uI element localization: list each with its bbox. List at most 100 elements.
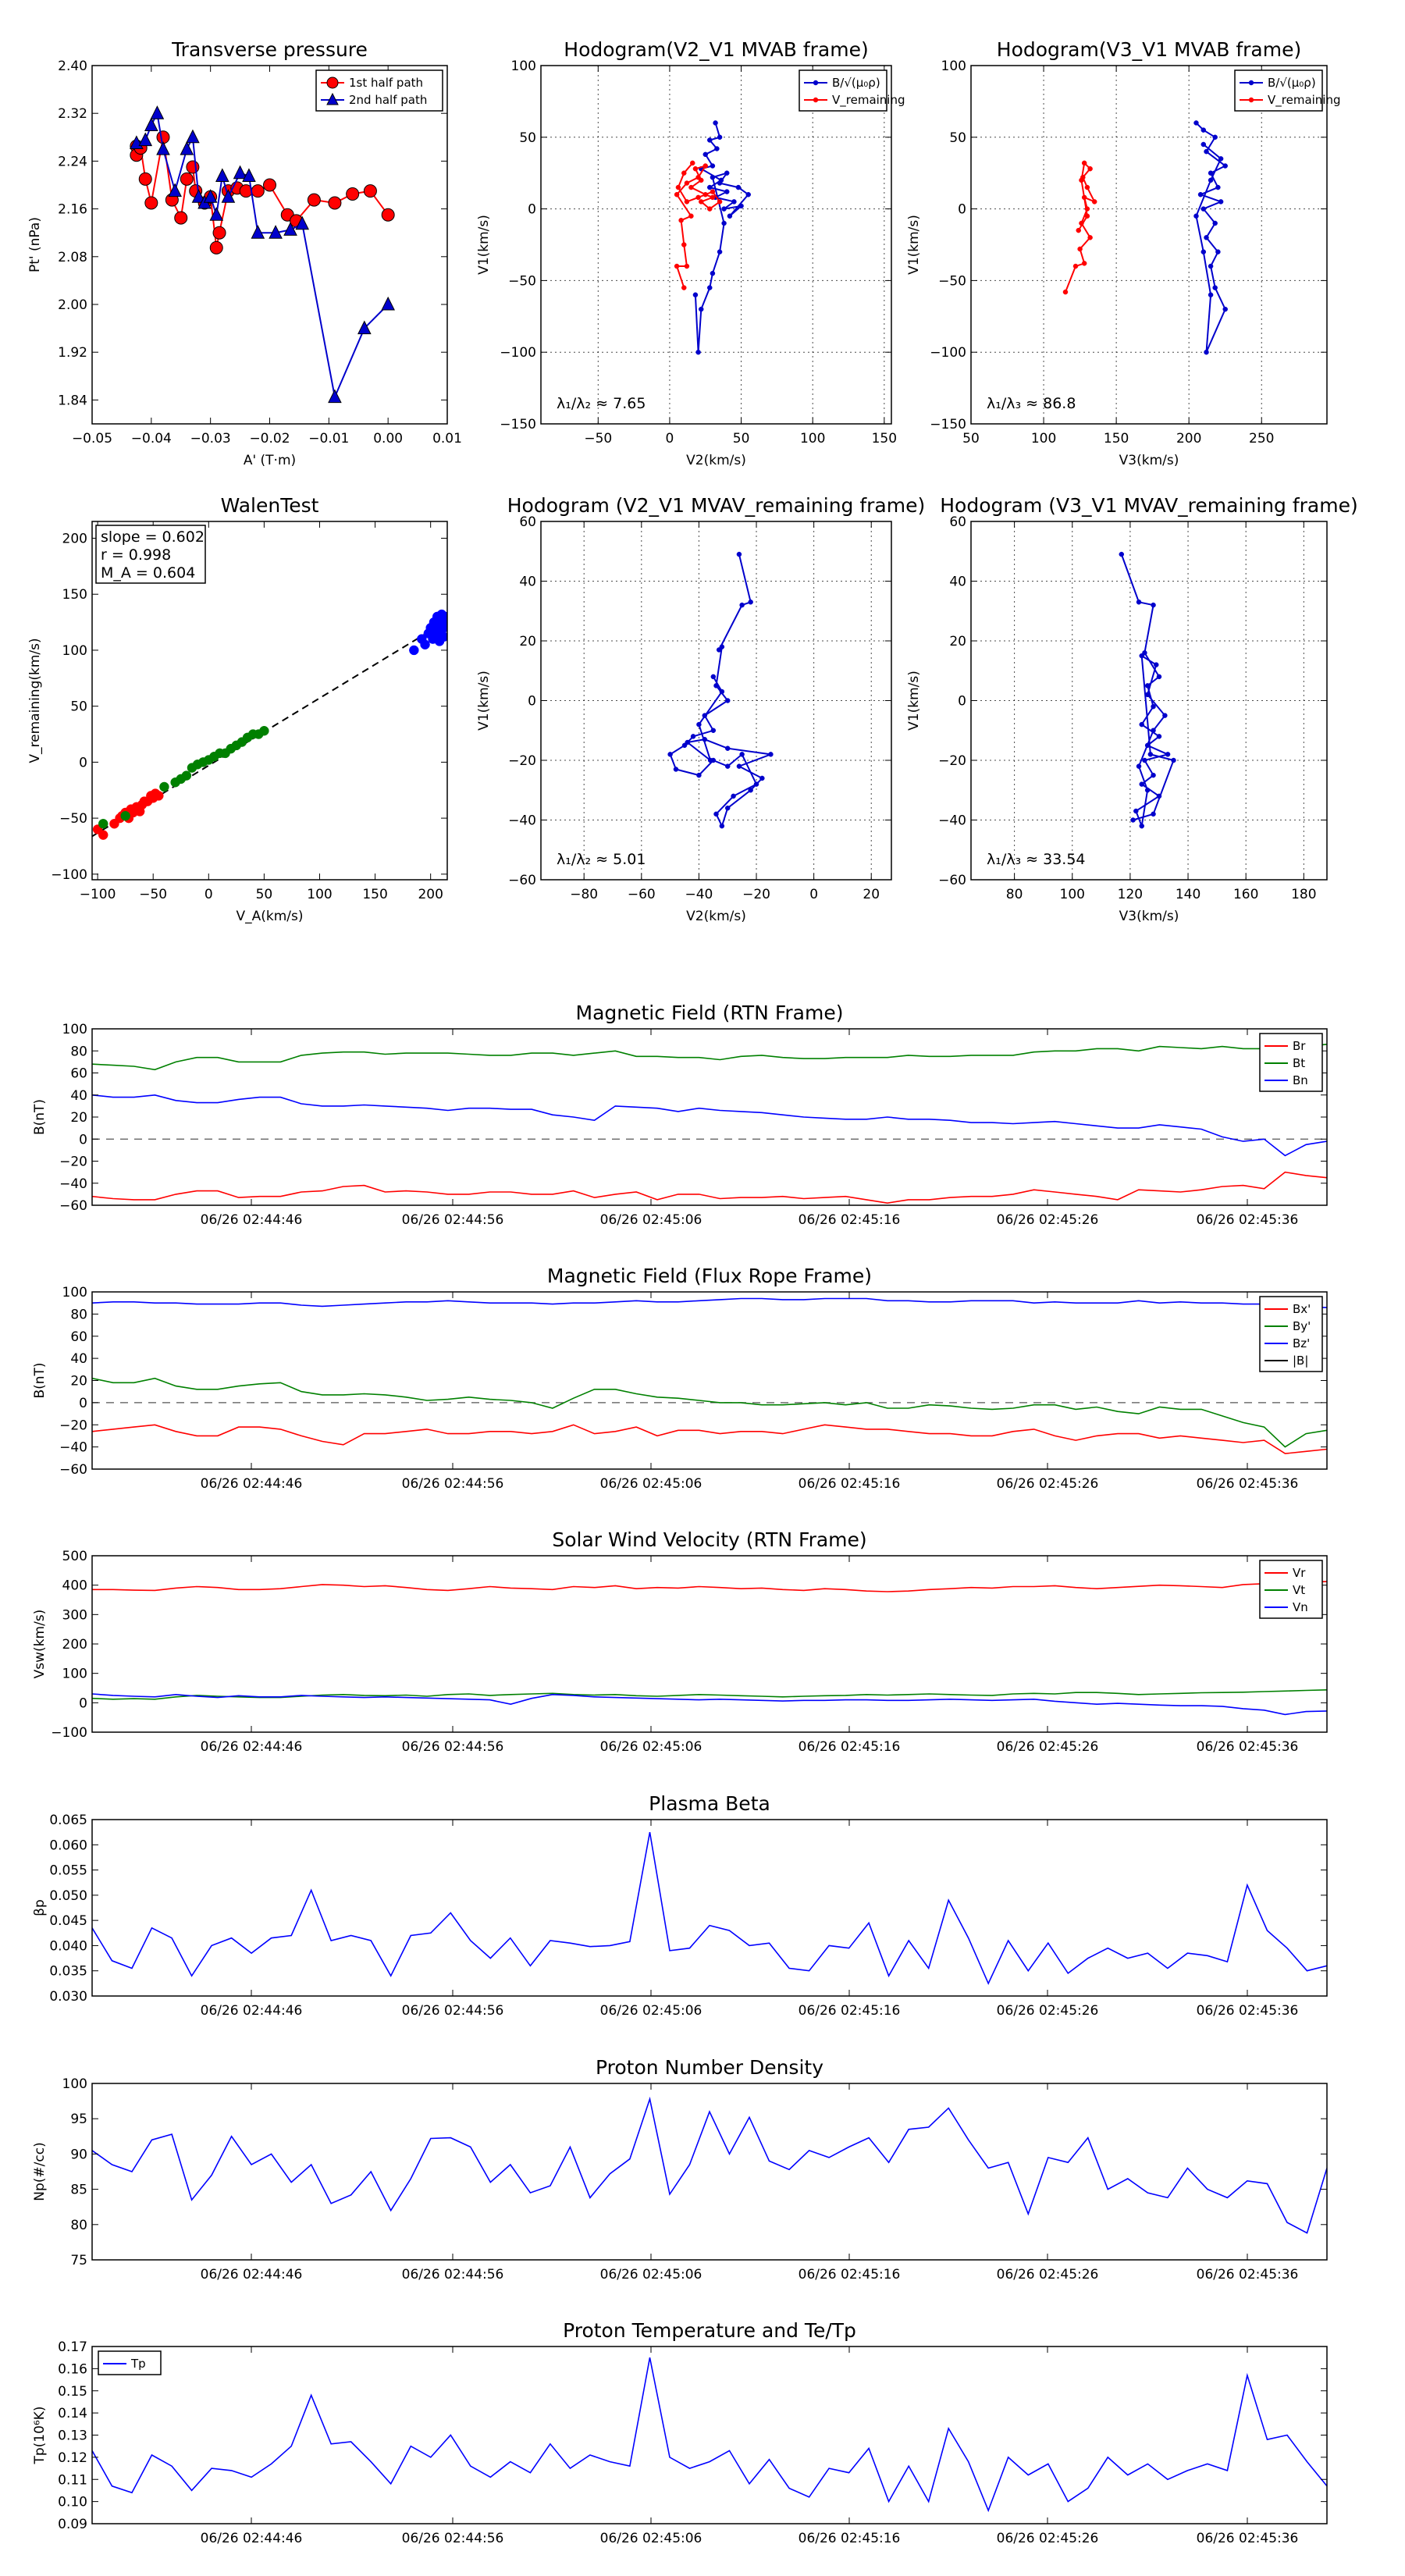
data-point <box>144 117 158 131</box>
data-point <box>434 636 445 646</box>
x-tick-label: 180 <box>1291 887 1316 902</box>
data-point <box>1204 235 1209 240</box>
y-tick-label: −50 <box>508 273 536 289</box>
data-point <box>753 781 759 787</box>
data-point <box>724 763 731 769</box>
x-tick-label: 06/26 02:44:46 <box>201 2003 303 2019</box>
y-tick-label: 400 <box>62 1578 87 1594</box>
data-point <box>1204 148 1209 155</box>
y-tick-label: 0 <box>528 202 536 218</box>
x-tick-label: 06/26 02:45:26 <box>997 2531 1099 2546</box>
data-point <box>1084 184 1090 190</box>
chart-solar-wind-velocity: −100 0 100 200 300 400 500 06/26 02:44:46 06/26 … <box>32 1528 1328 1755</box>
data-point <box>283 222 297 236</box>
data-point <box>1079 220 1084 226</box>
y-tick-label: 100 <box>62 1667 87 1682</box>
series-beta <box>92 1831 1327 1985</box>
x-tick-label: −50 <box>584 431 612 447</box>
data-point <box>684 180 690 186</box>
y-tick-label: 100 <box>511 59 536 74</box>
data-point <box>736 763 742 769</box>
y-axis-label: V1(km/s) <box>906 215 922 275</box>
data-point <box>681 242 687 247</box>
data-point <box>357 320 372 335</box>
chart-title: Hodogram(V2_V1 MVAB frame) <box>564 38 868 61</box>
series-V_remaining <box>674 160 723 290</box>
data-point <box>713 683 719 688</box>
x-tick-label: 06/26 02:45:16 <box>799 1739 901 1755</box>
data-point <box>724 189 730 194</box>
stats-line: M_A = 0.604 <box>101 564 195 582</box>
stats-line: slope = 0.602 <box>101 528 205 546</box>
legend-label: Tp <box>130 2357 146 2371</box>
y-tick-label: 100 <box>941 59 966 74</box>
y-tick-label: 85 <box>70 2183 87 2198</box>
data-point <box>1139 721 1144 728</box>
chart-hodogram-v3v1-mvab: −150 −100 −50 0 50 100 50 100 150 200 250 Hodogram(… <box>906 38 1341 468</box>
x-tick-label: 140 <box>1176 887 1200 902</box>
y-axis-label: V_remaining(km/s) <box>27 638 43 763</box>
data-point <box>710 174 716 180</box>
y-tick-label: −60 <box>59 1462 87 1478</box>
data-point <box>696 721 702 728</box>
series-line <box>92 1581 1327 1592</box>
series-V_remaining <box>1062 160 1097 295</box>
y-axis-label: V1(km/s) <box>906 671 922 731</box>
x-tick-label: 06/26 02:45:26 <box>997 1739 1099 1755</box>
data-point <box>215 168 229 183</box>
data-point <box>735 184 742 190</box>
x-tick-label: 06/26 02:45:16 <box>799 2531 901 2546</box>
y-tick-label: 150 <box>62 587 87 603</box>
x-axis-label: V_A(km/s) <box>236 909 303 924</box>
series-line <box>92 1297 1327 1308</box>
data-point <box>724 698 731 703</box>
data-point <box>1144 742 1151 749</box>
data-point <box>1081 261 1087 266</box>
data-point <box>719 644 725 649</box>
x-tick-label: 250 <box>1249 431 1274 447</box>
data-point <box>688 184 694 190</box>
data-point <box>721 206 727 212</box>
data-point <box>144 196 158 210</box>
data-point <box>717 199 723 205</box>
series-Np <box>92 2096 1327 2234</box>
data-point <box>1119 551 1125 557</box>
legend-label: Vt <box>1293 1583 1305 1597</box>
y-tick-label: 0.14 <box>58 2406 87 2421</box>
data-point <box>724 745 731 751</box>
data-point <box>674 263 680 269</box>
data-point <box>1144 788 1151 793</box>
data-point <box>710 674 717 680</box>
legend-label: V_remaining <box>1268 93 1341 108</box>
y-tick-label: 0.050 <box>49 1888 87 1904</box>
data-point <box>1136 600 1142 605</box>
data-point <box>1156 674 1162 680</box>
chart-title: Solar Wind Velocity (RTN Frame) <box>552 1528 866 1551</box>
data-point <box>98 819 108 829</box>
data-point <box>702 736 708 742</box>
chart-title: WalenTest <box>221 494 319 517</box>
x-tick-label: 06/26 02:45:26 <box>997 2003 1099 2019</box>
y-tick-label: −60 <box>59 1198 87 1214</box>
data-point <box>699 199 704 205</box>
y-tick-label: 20 <box>70 1110 87 1126</box>
data-point <box>1200 206 1207 212</box>
chart-title: Proton Temperature and Te/Tp <box>563 2319 856 2342</box>
data-point <box>739 752 745 757</box>
data-point <box>439 611 447 622</box>
data-point <box>713 811 719 817</box>
data-point <box>209 207 224 221</box>
series-B/√(μ₀ρ) <box>1193 120 1228 355</box>
x-tick-label: 80 <box>1006 887 1023 902</box>
y-tick-label: 0.040 <box>49 1938 87 1954</box>
x-tick-label: −0.05 <box>72 431 112 447</box>
legend-marker <box>1248 80 1254 86</box>
chart-hodogram-v3v1-mvav: −60 −40 −20 0 20 40 60 80 100 120 140 160 180 Hodogra… <box>906 494 1358 924</box>
data-point <box>695 349 701 355</box>
data-point <box>307 193 321 207</box>
x-tick-label: 0 <box>205 887 213 902</box>
y-tick-label: 300 <box>62 1607 87 1623</box>
x-tick-label: 06/26 02:45:26 <box>997 2267 1099 2282</box>
data-point <box>186 160 200 174</box>
plot-frame <box>91 1028 1328 1206</box>
